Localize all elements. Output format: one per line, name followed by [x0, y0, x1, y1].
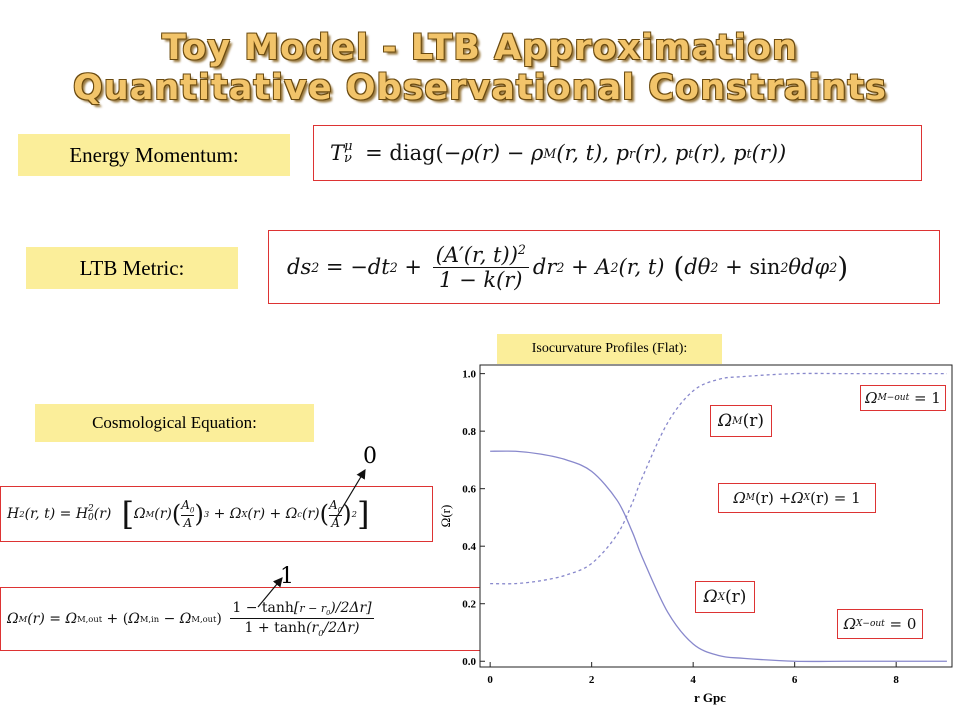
y-tick-label: 1.0	[462, 369, 476, 381]
ltb-metric-equation: ds 2 = − dt 2 + (A′(r, t))2 1 − k(r) dr 2 + …	[268, 230, 940, 304]
cosmological-equation: H 2 (r, t) = H 2 0 (r) [Ω M (r) (A0 A) 3 + Ω X (r) …	[0, 486, 433, 542]
cosmological-equation-label: Cosmological Equation:	[35, 404, 314, 442]
one-annotation: 1	[280, 564, 294, 589]
omega-x-annotation: Ω X (r)	[695, 581, 755, 613]
x-tick-label: 6	[792, 674, 798, 686]
omega-m-annotation: Ω M (r)	[710, 405, 772, 437]
isocurvature-label: Isocurvature Profiles (Flat):	[497, 334, 722, 364]
omega-sum-annotation: Ω M (r) + Ω X (r) = 1	[718, 483, 876, 513]
omega-m-out-annotation: Ω M−out = 1	[860, 385, 946, 411]
omega-profile-equation: Ω M (r) = Ω M,out + (Ω M,in − Ω M,out) 1 − ta…	[0, 587, 484, 651]
arrow-to-one	[257, 577, 283, 608]
y-tick-label: 0.6	[462, 484, 476, 496]
x-tick-label: 8	[893, 674, 899, 686]
x-tick-label: 0	[487, 674, 493, 686]
title-line-2: Quantitative Observational Constraints	[73, 68, 887, 108]
zero-annotation: 0	[363, 444, 377, 469]
x-tick-label: 4	[690, 674, 696, 686]
arrow-to-zero	[334, 468, 366, 521]
ltb-metric-label: LTB Metric:	[26, 247, 238, 289]
series-line-dashed	[490, 372, 947, 585]
x-axis-label: r Gpc	[694, 690, 726, 705]
y-tick-label: 0.0	[462, 656, 476, 668]
x-tick-label: 2	[589, 674, 595, 686]
omega-x-out-annotation: Ω X−out = 0	[837, 609, 923, 639]
title-line-1: Toy Model - LTB Approximation	[162, 28, 798, 68]
y-tick-label: 0.4	[462, 541, 476, 553]
y-axis-label: Ω(r)	[440, 505, 453, 528]
isocurvature-chart: 0 2 4 6 8 0.0 0.2 0.4 0.6 0.8 1.0 r Gpc Ω(r)	[440, 364, 953, 705]
y-tick-label: 0.2	[462, 599, 476, 611]
y-tick-label: 0.8	[462, 426, 476, 438]
energy-momentum-label: Energy Momentum:	[18, 134, 290, 176]
series-line-solid	[490, 450, 947, 663]
